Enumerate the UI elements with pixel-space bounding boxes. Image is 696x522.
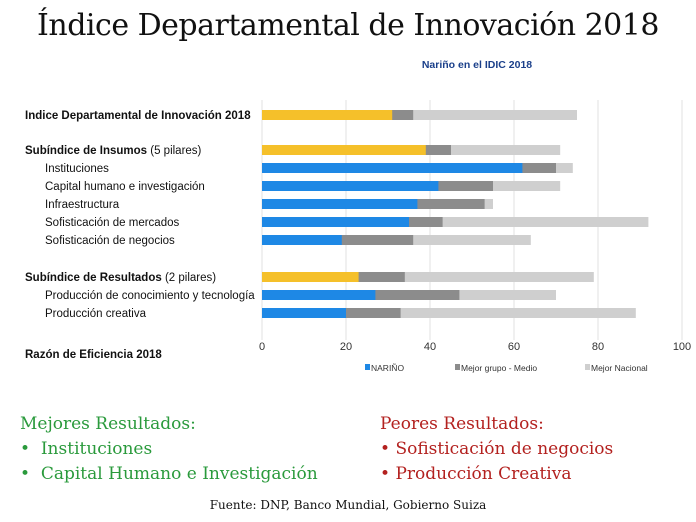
x-tick-label: 60 bbox=[508, 341, 520, 353]
row-label: Subíndice de Insumos (5 pilares) bbox=[25, 145, 202, 157]
best-result-item: • Instituciones bbox=[20, 437, 318, 462]
row-label: Producción de conocimiento y tecnología bbox=[45, 290, 255, 302]
bar-narino bbox=[262, 308, 636, 318]
row-label: Producción creativa bbox=[45, 308, 147, 320]
row-label-suffix: (2 pilares) bbox=[162, 272, 216, 284]
best-results: Mejores Resultados: • Instituciones • Ca… bbox=[20, 412, 318, 487]
x-tick-label: 100 bbox=[673, 341, 691, 353]
source-note: Fuente: DNP, Banco Mundial, Gobierno Sui… bbox=[209, 498, 487, 512]
row-label: Subíndice de Resultados (2 pilares) bbox=[25, 272, 216, 284]
slide-title: Índice Departamental de Innovación 2018 bbox=[37, 8, 659, 43]
best-results-title: Mejores Resultados: bbox=[20, 414, 196, 434]
bullet: • bbox=[20, 439, 31, 459]
idic-chart: Nariño en el IDIC 2018 Indice Departament… bbox=[25, 59, 691, 373]
row-label: Sofisticación de mercados bbox=[45, 217, 179, 229]
row-label: Sofisticación de negocios bbox=[45, 235, 175, 247]
bullet: • bbox=[380, 439, 391, 459]
bullet: • bbox=[380, 464, 391, 484]
worst-result-item: • Sofisticación de negocios bbox=[380, 437, 613, 462]
bar-mejor-nacional bbox=[262, 217, 409, 227]
best-result-label: Instituciones bbox=[40, 439, 153, 459]
bar-mejor-nacional bbox=[262, 272, 359, 282]
bullet: • bbox=[20, 464, 31, 484]
bar-mejor-nacional bbox=[262, 308, 346, 318]
bar-mejor-nacional bbox=[262, 163, 523, 173]
worst-result-item: • Producción Creativa bbox=[380, 462, 613, 487]
x-tick-label: 0 bbox=[259, 341, 265, 353]
bar-mejor-nacional bbox=[262, 290, 376, 300]
bar-narino bbox=[262, 110, 577, 120]
x-tick-label: 40 bbox=[424, 341, 436, 353]
bar-mejor-nacional bbox=[262, 145, 426, 155]
row-label: Instituciones bbox=[45, 163, 109, 175]
x-tick-label: 80 bbox=[592, 341, 604, 353]
worst-result-label: Producción Creativa bbox=[395, 464, 572, 484]
legend-swatch bbox=[365, 364, 370, 370]
legend-label: Mejor grupo - Medio bbox=[461, 363, 537, 373]
row-label: Razón de Eficiencia 2018 bbox=[25, 349, 162, 361]
row-label: Capital humano e investigación bbox=[45, 181, 205, 193]
row-label: Indice Departamental de Innovación 2018 bbox=[25, 110, 251, 122]
row-label: Infraestructura bbox=[45, 199, 120, 211]
legend-label: NARIÑO bbox=[371, 363, 404, 373]
bar-mejor-nacional bbox=[262, 235, 342, 245]
legend-swatch bbox=[455, 364, 460, 370]
best-result-label: Capital Humano e Investigación bbox=[40, 464, 318, 484]
worst-results-title: Peores Resultados: bbox=[380, 414, 544, 434]
bar-mejor-nacional bbox=[262, 110, 393, 120]
best-result-item: • Capital Humano e Investigación bbox=[20, 462, 318, 487]
x-tick-label: 20 bbox=[340, 341, 352, 353]
chart-title: Nariño en el IDIC 2018 bbox=[422, 59, 532, 71]
bar-mejor-nacional bbox=[262, 199, 418, 209]
worst-result-label: Sofisticación de negocios bbox=[395, 439, 614, 459]
row-label-suffix: (5 pilares) bbox=[147, 145, 201, 157]
bar-narino bbox=[262, 272, 594, 282]
worst-results: Peores Resultados: • Sofisticación de ne… bbox=[380, 412, 613, 487]
bar-mejor-nacional bbox=[262, 181, 439, 191]
legend-swatch bbox=[585, 364, 590, 370]
bar-narino bbox=[262, 217, 649, 227]
legend-label: Mejor Nacional bbox=[591, 363, 648, 373]
